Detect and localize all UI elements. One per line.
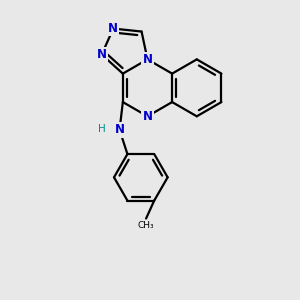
Text: N: N — [142, 53, 152, 66]
Text: N: N — [97, 48, 107, 61]
Text: N: N — [142, 110, 152, 123]
Text: H: H — [98, 124, 105, 134]
Text: N: N — [115, 123, 124, 136]
Text: N: N — [108, 22, 118, 35]
Text: CH₃: CH₃ — [138, 221, 154, 230]
